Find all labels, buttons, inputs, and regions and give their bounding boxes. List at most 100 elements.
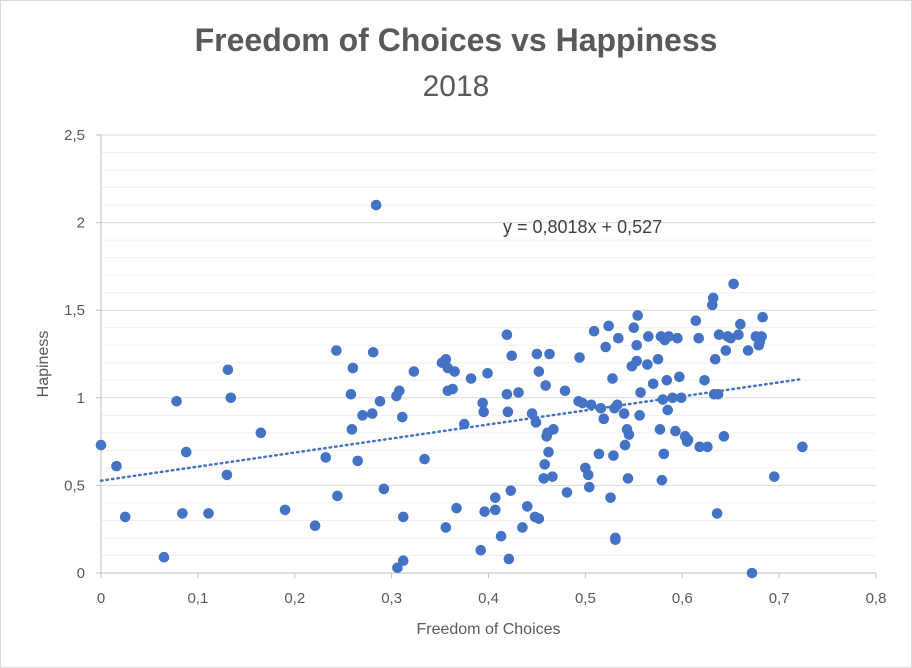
data-point: [378, 483, 390, 495]
data-point: [694, 441, 705, 453]
data-point: [222, 364, 234, 376]
trendline-equation: y = 0,8018x + 0,527: [503, 217, 662, 237]
x-tick-label: 0,2: [284, 590, 305, 607]
data-point: [675, 392, 687, 404]
data-point: [419, 453, 430, 465]
data-point: [347, 362, 359, 374]
data-point: [177, 508, 188, 519]
chart-title: Freedom of Choices vs Happiness: [194, 22, 718, 58]
data-point: [598, 413, 610, 425]
data-point: [345, 388, 357, 400]
data-point: [632, 310, 643, 321]
y-tick-label: 0,5: [64, 477, 85, 494]
data-point: [742, 345, 754, 356]
data-point: [367, 346, 379, 358]
data-point: [255, 427, 267, 439]
data-point: [768, 471, 780, 482]
data-point: [517, 522, 528, 533]
data-point: [540, 380, 551, 391]
data-point: [588, 325, 600, 337]
data-point: [544, 348, 555, 360]
data-point: [279, 504, 291, 516]
data-point: [458, 418, 470, 430]
x-tick-label: 0,7: [769, 590, 790, 607]
data-point: [502, 406, 514, 418]
data-point: [465, 373, 477, 384]
y-tick-label: 1: [77, 390, 85, 407]
data-point: [526, 408, 538, 419]
data-point: [674, 371, 685, 383]
data-point: [477, 397, 488, 409]
data-point: [111, 460, 122, 472]
data-point: [672, 332, 683, 344]
x-tick-label: 0,8: [866, 590, 887, 607]
data-point: [662, 404, 674, 416]
data-point: [374, 396, 386, 407]
data-point: [119, 511, 131, 523]
data-point: [513, 387, 524, 398]
data-point: [670, 425, 681, 437]
data-point: [309, 520, 321, 531]
data-point: [577, 397, 588, 409]
data-point: [619, 439, 631, 451]
data-point: [501, 388, 513, 400]
data-point: [539, 459, 550, 470]
data-point: [366, 408, 378, 419]
data-points: [95, 199, 808, 579]
data-point: [628, 322, 640, 334]
data-point: [370, 199, 382, 211]
data-point: [397, 555, 409, 567]
data-point: [521, 501, 533, 512]
data-point: [709, 353, 721, 365]
x-tick-label: 0,5: [575, 590, 596, 607]
data-point: [756, 331, 767, 342]
data-point: [603, 320, 614, 332]
data-point: [396, 411, 408, 423]
data-point: [505, 485, 517, 496]
x-tick-label: 0,4: [478, 590, 499, 607]
data-point: [797, 441, 808, 453]
data-point: [397, 511, 409, 523]
data-point: [682, 434, 694, 446]
data-point: [623, 429, 635, 440]
x-axis-title: Freedom of Choices: [416, 621, 560, 638]
data-point: [495, 530, 507, 542]
data-point: [95, 439, 107, 451]
data-point: [746, 567, 758, 579]
data-point: [652, 353, 664, 365]
data-point: [221, 469, 233, 481]
data-point: [661, 374, 673, 386]
data-point: [440, 522, 452, 533]
data-point: [612, 399, 623, 411]
data-point: [663, 331, 674, 342]
data-point: [713, 329, 725, 341]
gridlines: [101, 134, 876, 556]
data-point: [394, 385, 405, 397]
data-point: [479, 506, 490, 517]
data-point: [643, 331, 654, 342]
data-point: [728, 278, 739, 290]
data-point: [634, 410, 645, 421]
data-point: [531, 348, 543, 360]
y-tick-label: 2,5: [64, 127, 85, 144]
data-point: [332, 490, 343, 502]
data-point: [530, 417, 542, 428]
data-point: [622, 473, 634, 484]
data-point: [735, 318, 746, 330]
data-point: [440, 353, 452, 365]
data-point: [475, 544, 487, 556]
y-tick-label: 0: [77, 565, 85, 582]
y-tick-label: 1,5: [64, 302, 85, 319]
data-point: [600, 341, 612, 353]
data-point: [712, 388, 724, 400]
trendline: y = 0,8018x + 0,527: [99, 217, 804, 482]
data-point: [711, 508, 723, 519]
data-point: [631, 339, 643, 351]
data-point: [654, 424, 666, 435]
data-point: [718, 431, 730, 442]
data-point: [538, 473, 550, 484]
data-point: [392, 562, 403, 574]
data-point: [451, 502, 462, 514]
data-point: [478, 406, 489, 418]
data-point: [489, 492, 501, 503]
